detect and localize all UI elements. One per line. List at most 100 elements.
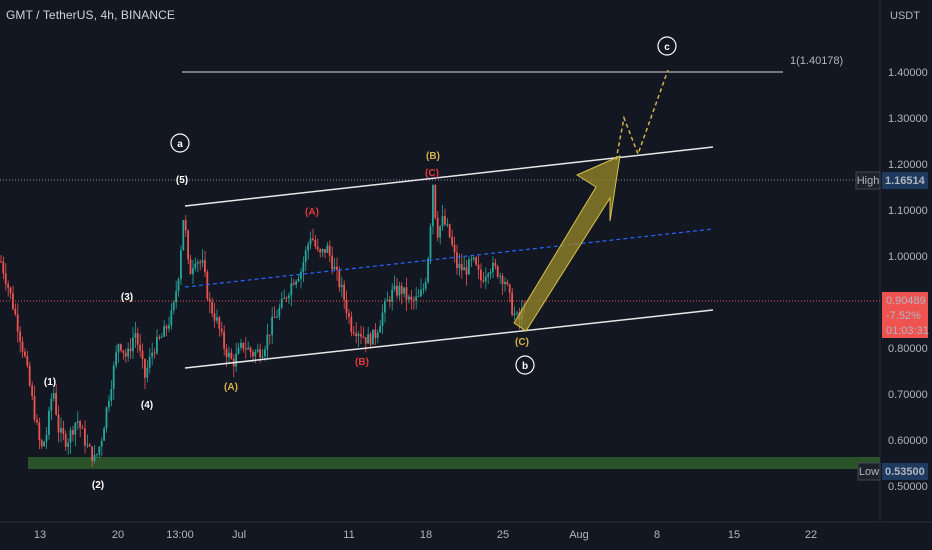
price-tick-label: 1.40000 <box>888 67 928 79</box>
candle-body <box>460 263 463 271</box>
low-badge: Low 0.53500 <box>857 462 928 481</box>
candle-body <box>180 250 182 280</box>
candle-body <box>187 230 189 260</box>
candle-body <box>105 407 108 429</box>
candle-body <box>204 260 206 273</box>
candle-body <box>444 216 446 225</box>
candle-body <box>7 283 9 288</box>
candle-body <box>417 296 420 298</box>
candle-body <box>40 440 43 447</box>
candle-body <box>252 352 254 357</box>
candle-body <box>244 348 247 350</box>
candle-body <box>52 393 55 399</box>
candle-body <box>331 255 333 270</box>
candle-body <box>48 410 50 435</box>
candle-body <box>84 428 86 446</box>
candle-body <box>273 316 276 318</box>
wave-label-A-yellow: (A) <box>224 382 238 393</box>
wave-label-1: (1) <box>44 377 56 388</box>
time-axis-ticks: 13 20 13:00 Jul 11 18 25 Aug 8 15 22 <box>34 529 817 541</box>
candle-body <box>12 293 14 309</box>
symbol-title[interactable]: GMT / TetherUS, 4h, BINANCE <box>6 8 175 22</box>
candle-body <box>456 252 458 269</box>
candle-body <box>381 312 384 326</box>
projection-path <box>615 69 669 161</box>
price-tick-label: 1.00000 <box>888 251 928 263</box>
svg-text:-7.52%: -7.52% <box>886 310 921 322</box>
candle-body <box>388 299 391 302</box>
wave-label-2: (2) <box>92 480 104 491</box>
candle-body <box>360 333 362 337</box>
time-tick-label: 13 <box>34 529 46 541</box>
candle-body <box>165 326 168 329</box>
candle-body <box>340 284 343 288</box>
candle-body <box>504 281 506 285</box>
candle-body <box>266 334 269 350</box>
candle-body <box>208 298 211 302</box>
candle-body <box>482 280 485 282</box>
wave-label-B-red: (B) <box>355 357 369 368</box>
candle-body <box>69 429 72 443</box>
candle-body <box>127 348 129 357</box>
wave-label-4: (4) <box>141 400 153 411</box>
candle-body <box>9 287 12 294</box>
candle-body <box>304 250 307 263</box>
candle-body <box>475 257 477 265</box>
candlestick-series <box>0 183 525 468</box>
candle-body <box>192 268 194 275</box>
candle-body <box>98 446 101 455</box>
candle-body <box>276 316 278 318</box>
wave-label-B-yellow: (B) <box>426 151 440 162</box>
candle-body <box>420 289 422 297</box>
candle-body <box>441 216 444 227</box>
candle-body <box>112 365 115 389</box>
candle-body <box>163 326 165 337</box>
candle-body <box>362 336 365 338</box>
candle-body <box>400 285 403 294</box>
candle-body <box>168 325 170 329</box>
candle-body <box>268 334 271 336</box>
candle-body <box>88 444 91 447</box>
time-tick-label: 11 <box>343 529 354 541</box>
wave-label-C-yellow: (C) <box>515 337 529 348</box>
candle-body <box>235 353 237 367</box>
candle-body <box>501 275 504 285</box>
candle-body <box>96 454 98 456</box>
current-price-badge: 0.90489 -7.52% 01:03:31 <box>882 292 929 338</box>
price-tick-label: 0.60000 <box>888 435 928 447</box>
wave-label-b: b <box>515 355 535 375</box>
candle-body <box>136 333 139 345</box>
candle-body <box>172 302 175 311</box>
candle-body <box>429 226 432 259</box>
wave-label-3: (3) <box>121 292 133 303</box>
candle-body <box>372 329 374 345</box>
candle-body <box>328 245 331 256</box>
candle-body <box>199 262 201 264</box>
wave-label-a: a <box>170 133 190 153</box>
candle-body <box>117 344 120 353</box>
candle-body <box>405 287 408 300</box>
candle-body <box>223 331 225 349</box>
candle-body <box>300 271 302 279</box>
candle-body <box>247 347 249 350</box>
candle-body <box>220 328 223 332</box>
candle-body <box>316 246 319 250</box>
candle-body <box>81 427 84 429</box>
candle-body <box>24 351 26 357</box>
high-badge: High 1.16514 <box>855 171 928 190</box>
candle-body <box>398 285 401 296</box>
candle-body <box>357 333 360 336</box>
candle-body <box>153 352 156 354</box>
candle-body <box>314 240 317 247</box>
candle-body <box>463 267 465 271</box>
candle-body <box>206 272 209 299</box>
candle-body <box>249 347 252 353</box>
candle-body <box>302 262 305 272</box>
candle-body <box>386 299 389 302</box>
support-zone <box>28 457 880 469</box>
candle-body <box>290 283 293 296</box>
candle-body <box>364 337 367 344</box>
candle-body <box>228 352 230 358</box>
candle-body <box>508 284 511 293</box>
